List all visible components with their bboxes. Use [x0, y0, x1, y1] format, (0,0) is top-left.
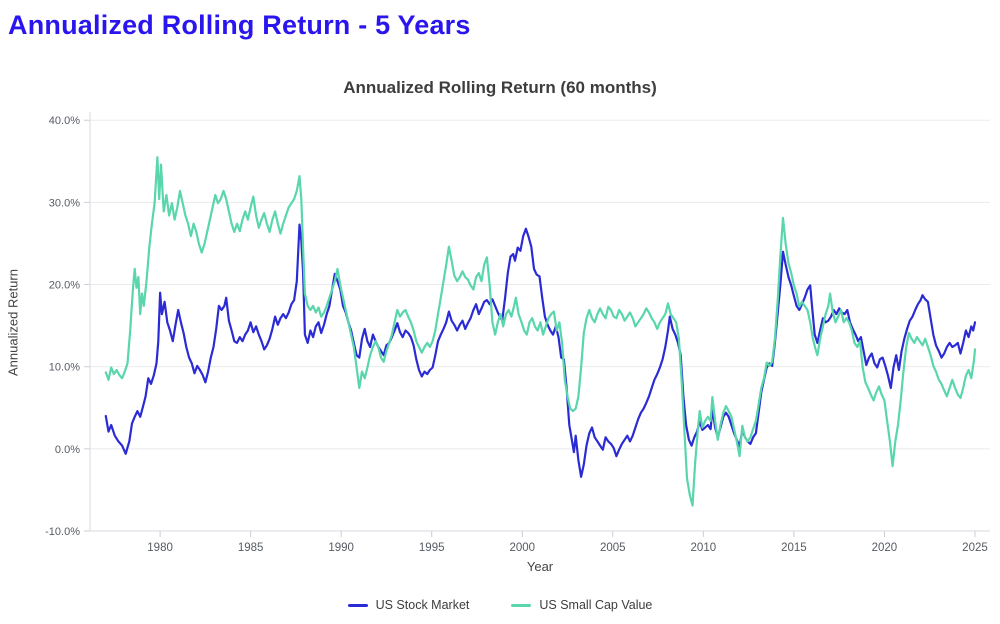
series-line-us-stock-market[interactable]: [104, 223, 977, 478]
x-axis-title: Year: [526, 559, 554, 574]
line-swatch-us-stock-market: [347, 603, 368, 607]
x-tick-label: 1990: [328, 542, 354, 554]
x-tick-label: 1995: [419, 542, 445, 554]
y-tick-label: 40.0%: [49, 115, 80, 127]
x-tick-label: 2005: [600, 542, 626, 554]
y-tick-label: 20.0%: [49, 280, 80, 292]
x-tick-label: 2025: [962, 542, 988, 554]
y-tick-label: -10.0%: [45, 526, 80, 538]
y-tick-label: 10.0%: [49, 362, 80, 374]
chart-title: Annualized Rolling Return (60 months): [343, 78, 657, 97]
y-tick-label: 30.0%: [49, 197, 80, 209]
chart-legend: US Stock Market US Small Cap Value: [0, 598, 1000, 612]
legend-label: US Small Cap Value: [539, 598, 653, 612]
legend-label: US Stock Market: [375, 598, 470, 612]
page-title: Annualized Rolling Return - 5 Years: [8, 10, 471, 40]
line-swatch-us-small-cap-value: [511, 603, 532, 607]
x-tick-label: 2000: [509, 542, 535, 554]
x-tick-label: 2010: [691, 542, 717, 554]
x-tick-label: 2015: [781, 542, 807, 554]
series-line-us-small-cap-value[interactable]: [104, 156, 977, 507]
x-tick-label: 1985: [238, 542, 264, 554]
y-axis-title: Annualized Return: [5, 269, 21, 376]
x-tick-label: 1980: [147, 542, 173, 554]
y-tick-label: 0.0%: [55, 444, 80, 456]
legend-item-us-stock-market[interactable]: US Stock Market: [347, 598, 470, 612]
x-tick-label: 2020: [872, 542, 898, 554]
legend-item-us-small-cap-value[interactable]: US Small Cap Value: [511, 598, 652, 612]
